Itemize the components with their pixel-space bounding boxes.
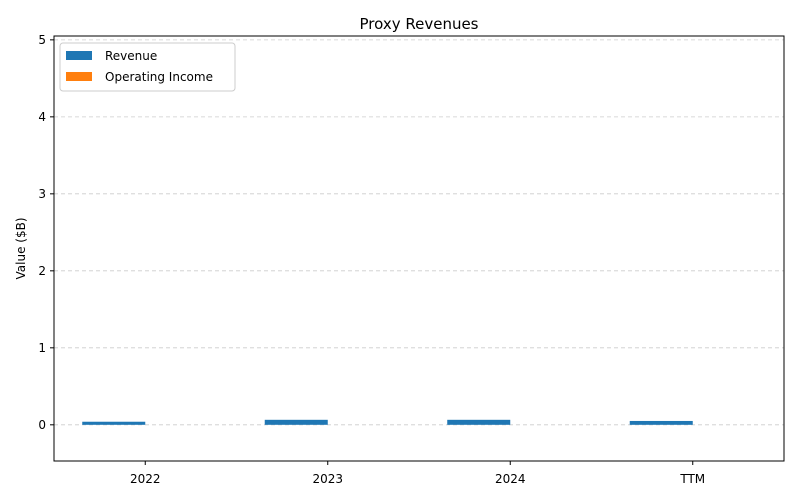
legend-swatch-operating-income — [66, 72, 92, 81]
legend-label-revenue: Revenue — [105, 49, 157, 63]
legend-box — [59, 42, 236, 92]
y-tick-label-2: 2 — [38, 264, 46, 278]
x-tick-label-2022: 2022 — [130, 472, 161, 486]
x-tick-label-ttm: TTM — [679, 472, 705, 486]
bars — [82, 419, 693, 425]
chart-title: Proxy Revenues — [360, 15, 479, 33]
legend-label-operating-income: Operating Income — [105, 70, 213, 84]
y-axis-label: Value ($B) — [14, 218, 28, 280]
x-axis: 2022 2023 2024 TTM — [130, 461, 705, 486]
x-tick-label-2024: 2024 — [495, 472, 526, 486]
grid-lines — [54, 39, 784, 426]
y-tick-label-3: 3 — [38, 187, 46, 201]
y-tick-label-0: 0 — [38, 418, 46, 432]
y-tick-label-1: 1 — [38, 341, 46, 355]
y-tick-label-4: 4 — [38, 110, 46, 124]
legend-swatch-revenue — [66, 51, 92, 60]
bar-revenue-2024 — [447, 419, 511, 425]
legend: Revenue Operating Income — [59, 42, 236, 92]
y-tick-label-5: 5 — [38, 33, 46, 47]
x-tick-label-2023: 2023 — [312, 472, 343, 486]
bar-revenue-2023 — [264, 419, 328, 425]
bar-revenue-ttm — [629, 420, 693, 425]
bar-revenue-2022 — [82, 421, 146, 425]
plot-frame — [53, 35, 785, 462]
y-axis: 0 1 2 3 4 5 — [38, 33, 54, 432]
